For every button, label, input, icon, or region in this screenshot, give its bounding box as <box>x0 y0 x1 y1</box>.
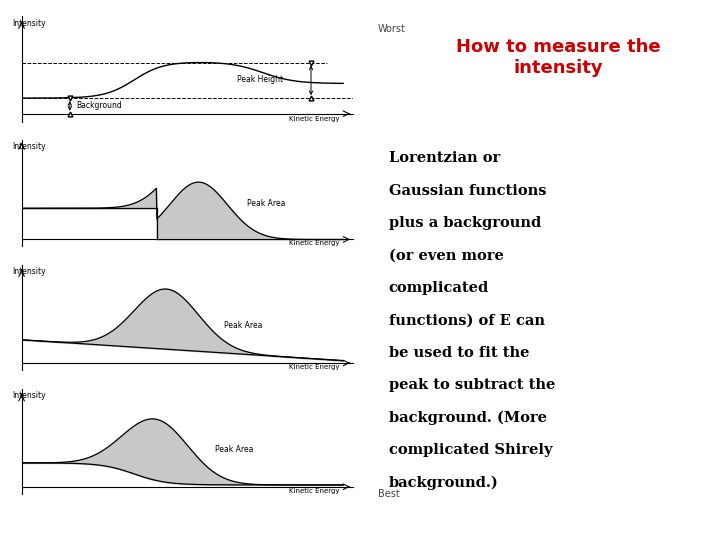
Text: Intensity: Intensity <box>12 19 45 28</box>
Text: Intensity: Intensity <box>12 143 45 152</box>
Text: be used to fit the: be used to fit the <box>389 346 529 360</box>
Text: Peak Area: Peak Area <box>247 199 285 208</box>
Text: Gaussian functions: Gaussian functions <box>389 184 546 198</box>
Text: peak to subtract the: peak to subtract the <box>389 378 555 392</box>
Text: Intensity: Intensity <box>12 392 45 400</box>
Text: Peak Area: Peak Area <box>224 321 263 330</box>
Text: Kinetic Energy: Kinetic Energy <box>289 364 340 370</box>
Text: Best: Best <box>378 489 400 499</box>
Text: (or even more: (or even more <box>389 248 504 262</box>
Text: plus a background: plus a background <box>389 216 541 230</box>
Text: Kinetic Energy: Kinetic Energy <box>289 116 340 122</box>
Text: complicated Shirely: complicated Shirely <box>389 443 552 457</box>
Text: Kinetic Energy: Kinetic Energy <box>289 240 340 246</box>
Text: Intensity: Intensity <box>12 267 45 276</box>
Text: functions) of E can: functions) of E can <box>389 313 545 327</box>
Text: Peak Height: Peak Height <box>237 75 283 84</box>
Text: background. (More: background. (More <box>389 410 546 425</box>
Text: How to measure the
intensity: How to measure the intensity <box>456 38 660 77</box>
Text: background.): background.) <box>389 475 498 490</box>
Text: Peak Area: Peak Area <box>215 446 253 455</box>
Text: Worst: Worst <box>378 24 406 35</box>
Text: Lorentzian or: Lorentzian or <box>389 151 500 165</box>
Text: Kinetic Energy: Kinetic Energy <box>289 489 340 495</box>
Text: Background: Background <box>76 102 122 110</box>
Text: complicated: complicated <box>389 281 489 295</box>
